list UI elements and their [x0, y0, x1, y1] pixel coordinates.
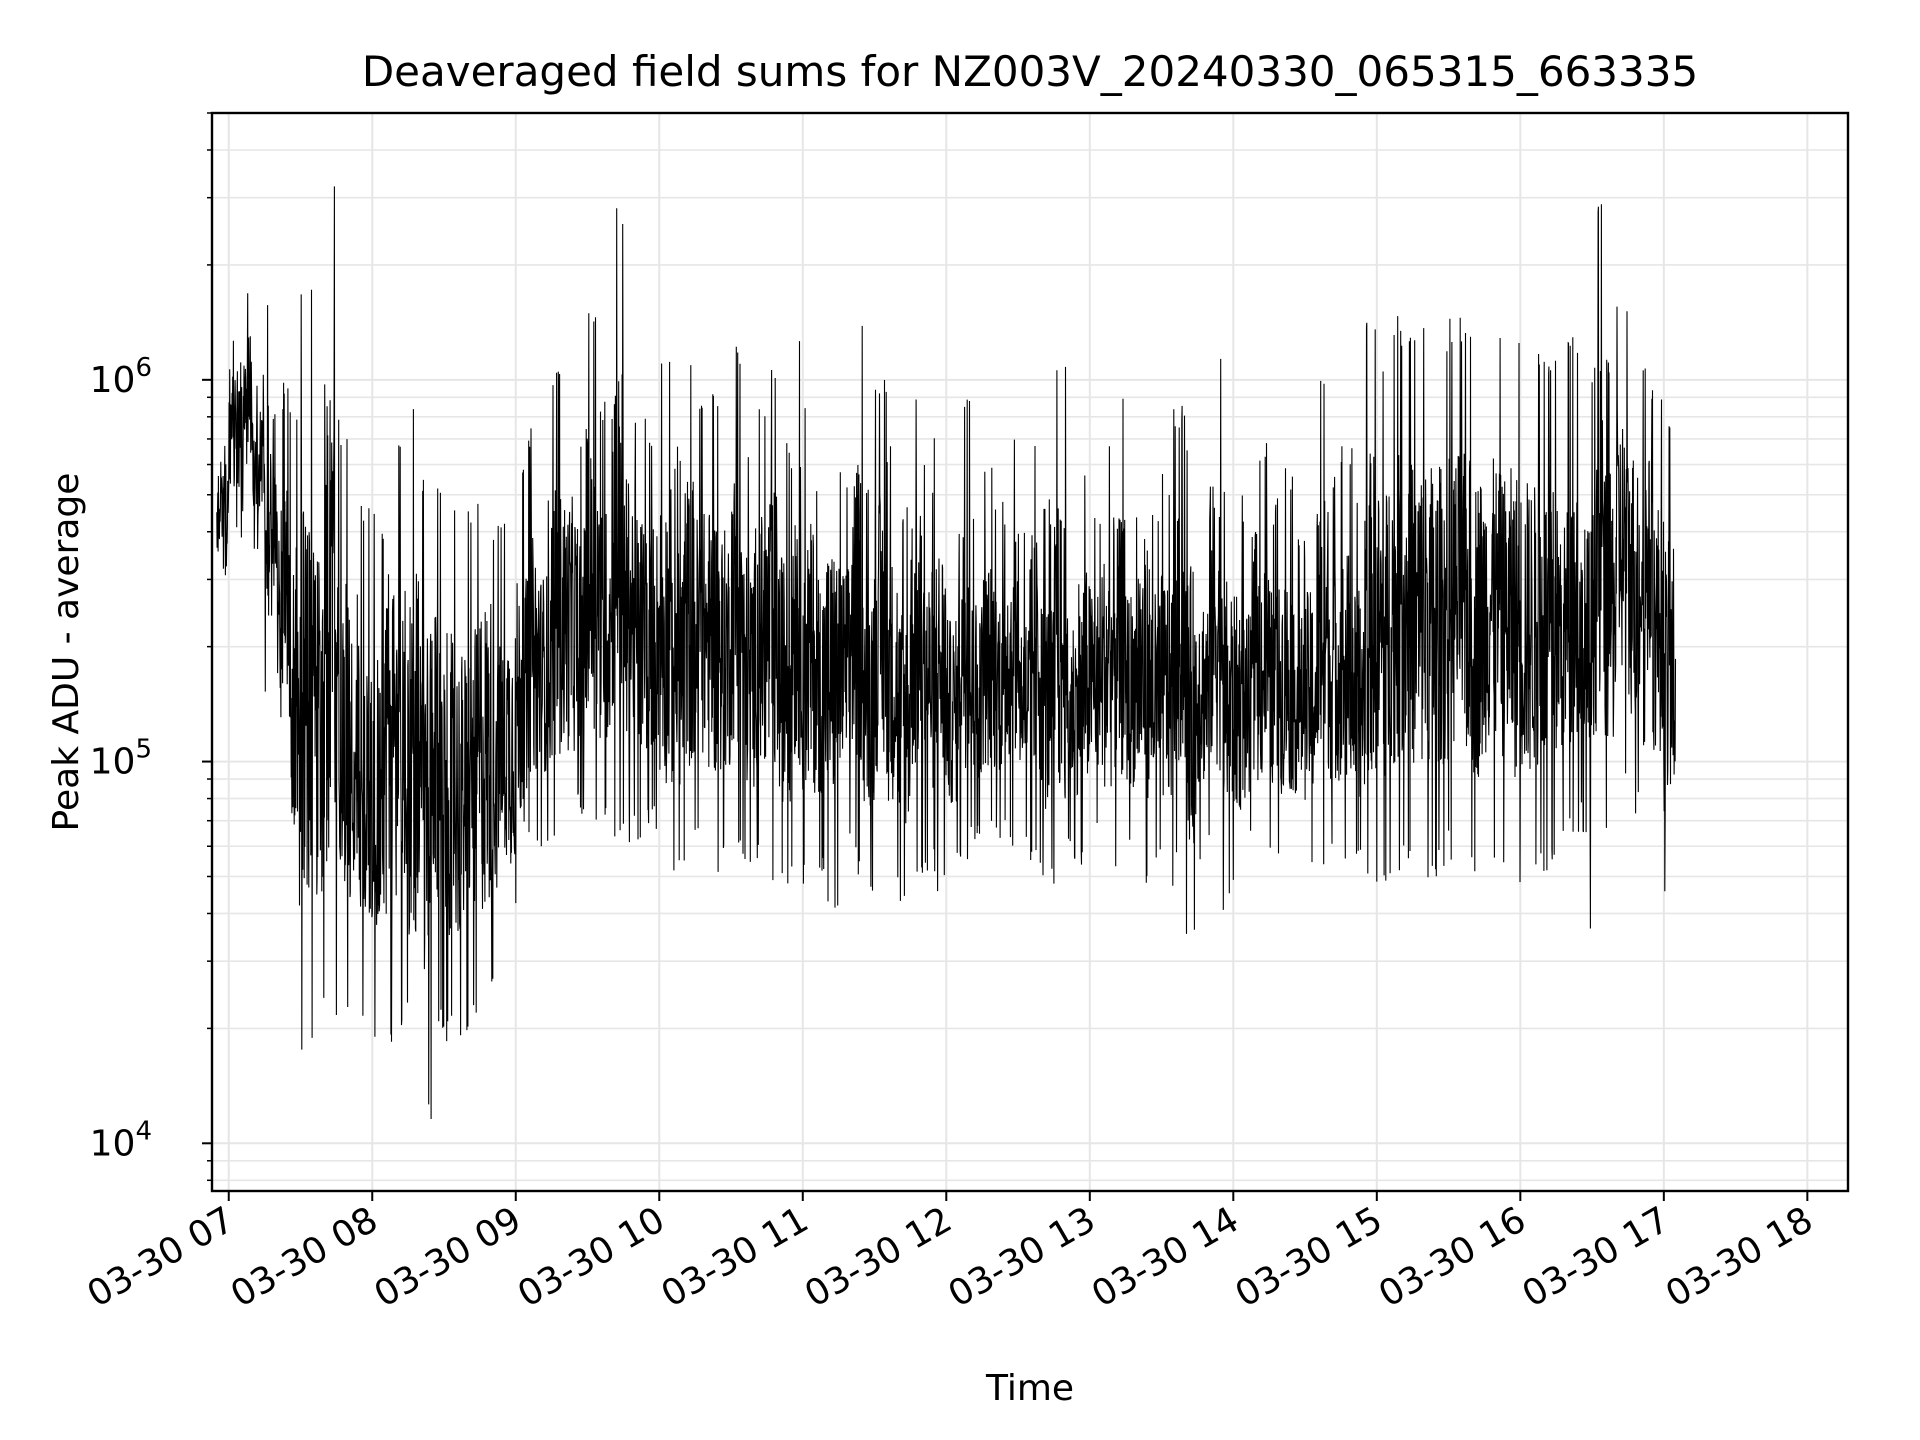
- y-tick-label: 105: [90, 735, 152, 783]
- chart-title: Deaveraged field sums for NZ003V_2024033…: [362, 47, 1698, 96]
- series-line-path: [216, 186, 1677, 1120]
- x-axis-title: Time: [985, 1368, 1074, 1409]
- y-axis-title: Peak ADU - average: [46, 473, 87, 832]
- y-tick-label: 106: [90, 353, 152, 401]
- plot-area-frame: [210, 111, 1850, 1193]
- y-axis: 104 105 106: [90, 112, 212, 1182]
- series-line: [216, 186, 1677, 1120]
- y-tick-label: 104: [90, 1116, 152, 1164]
